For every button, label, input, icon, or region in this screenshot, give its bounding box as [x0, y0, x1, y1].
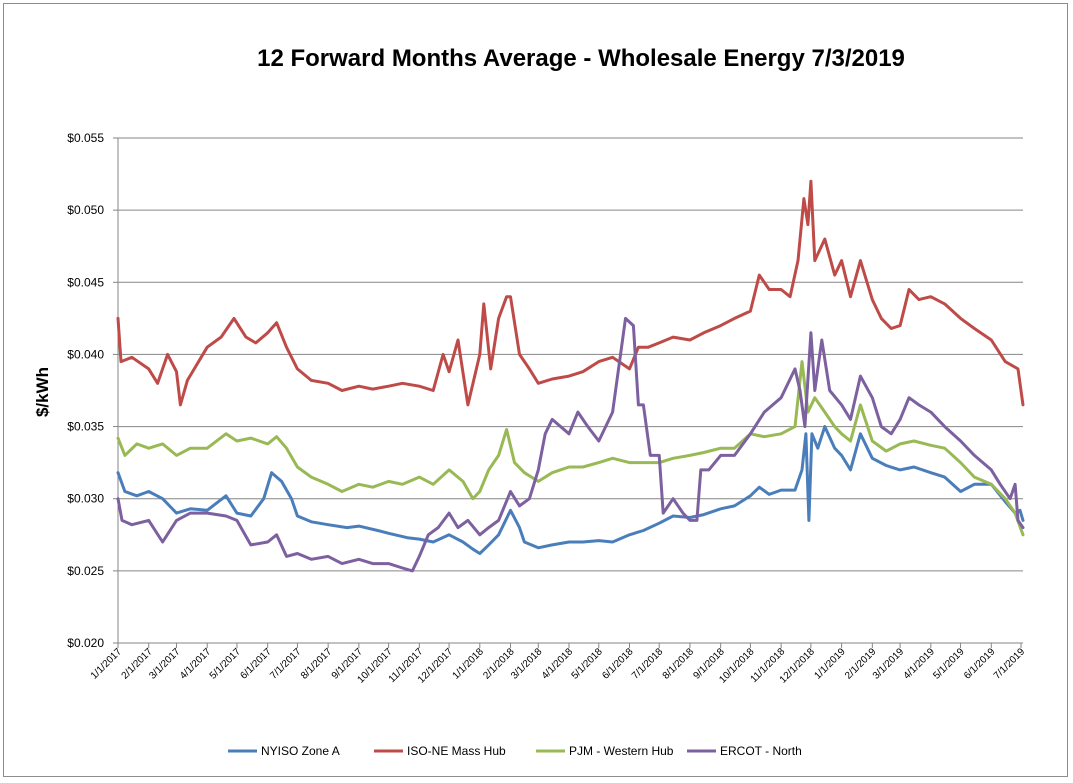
x-tick-label: 1/1/2017: [89, 646, 125, 682]
y-tick-label: $0.040: [67, 347, 104, 361]
legend-label: PJM - Western Hub: [569, 744, 674, 758]
x-tick-label: 5/1/2018: [570, 646, 606, 682]
x-tick-label: 3/1/2019: [871, 646, 907, 682]
series-line-pjm-western-hub: [116, 360, 1025, 537]
y-tick-labels: $0.055 $0.050 $0.045 $0.040 $0.035 $0.030 $0.0…: [67, 131, 104, 650]
x-tick-label: 6/1/2019: [962, 646, 998, 682]
y-axis-label: $/kWh: [33, 367, 52, 417]
x-tick-label: 8/1/2017: [299, 646, 335, 682]
chart-frame: [3, 3, 1068, 777]
x-tick-label: 3/1/2018: [509, 646, 545, 682]
x-tick-label: 7/1/2019: [992, 646, 1028, 682]
x-tick-label: 5/1/2017: [208, 646, 244, 682]
x-tick-labels: 1/1/20172/1/20173/1/20174/1/20175/1/2017…: [89, 646, 1028, 686]
series-line-nyiso-zone-a: [116, 425, 1025, 555]
x-tick-label: 6/1/2017: [238, 646, 274, 682]
series-line-iso-ne-mass-hub: [116, 179, 1025, 407]
y-tick-label: $0.055: [67, 131, 104, 145]
x-tick-label: 3/1/2017: [147, 646, 183, 682]
gridlines: [113, 137, 1023, 644]
x-tick-label: 1/1/2018: [451, 646, 487, 682]
x-tick-label: 4/1/2019: [902, 646, 938, 682]
chart-title: 12 Forward Months Average - Wholesale En…: [257, 45, 905, 72]
x-tick-label: 1/1/2019: [812, 646, 848, 682]
y-tick-label: $0.035: [67, 420, 104, 434]
y-tick-label: $0.030: [67, 492, 104, 506]
x-tick-label: 8/1/2018: [661, 646, 697, 682]
y-tick-label: $0.025: [67, 564, 104, 578]
legend-label: ISO-NE Mass Hub: [407, 744, 506, 758]
axes: [117, 138, 1023, 648]
y-tick-label: $0.050: [67, 203, 104, 217]
y-tick-label: $0.020: [67, 636, 104, 650]
series-lines: [116, 179, 1025, 573]
x-tick-label: 6/1/2018: [600, 646, 636, 682]
legend-label: ERCOT - North: [720, 744, 802, 758]
legend-label: NYISO Zone A: [261, 744, 340, 758]
x-tick-label: 4/1/2018: [540, 646, 576, 682]
y-tick-label: $0.045: [67, 275, 104, 289]
x-tick-label: 7/1/2017: [268, 646, 304, 682]
series-line-ercot-north: [116, 316, 1025, 573]
x-tick-label: 7/1/2018: [630, 646, 666, 682]
x-tick-label: 5/1/2019: [931, 646, 967, 682]
x-tick-label: 4/1/2017: [178, 646, 214, 682]
legend: NYISO Zone A ISO-NE Mass Hub PJM - Western…: [228, 744, 802, 758]
